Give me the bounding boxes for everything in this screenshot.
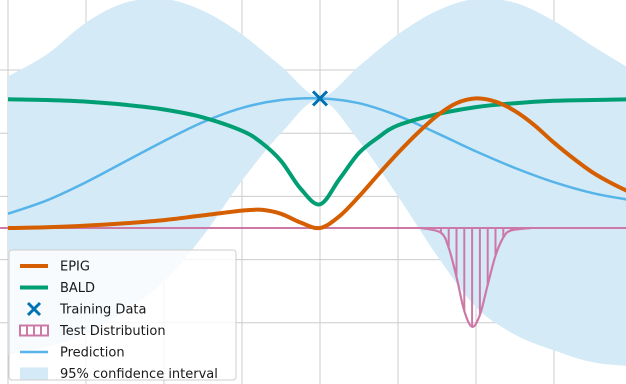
training-data-layer [311,90,329,107]
test-distribution-curve [421,226,531,328]
legend-box [8,249,237,381]
legend-label-test: Test Distribution [59,324,166,339]
legend-label-training: Training Data [59,303,146,318]
legend-label-bald: BALD [60,281,95,296]
legend-swatch-confidence [20,367,48,380]
legend: EPIG BALD Training Data Test Distribution Pr… [8,249,237,382]
legend-label-confidence: 95% confidence interval [60,367,218,382]
legend-label-epig: EPIG [60,260,90,275]
epig-line [7,96,626,231]
training-data-point [311,90,329,107]
legend-swatch-training [26,301,42,317]
legend-label-prediction: Prediction [60,346,125,361]
